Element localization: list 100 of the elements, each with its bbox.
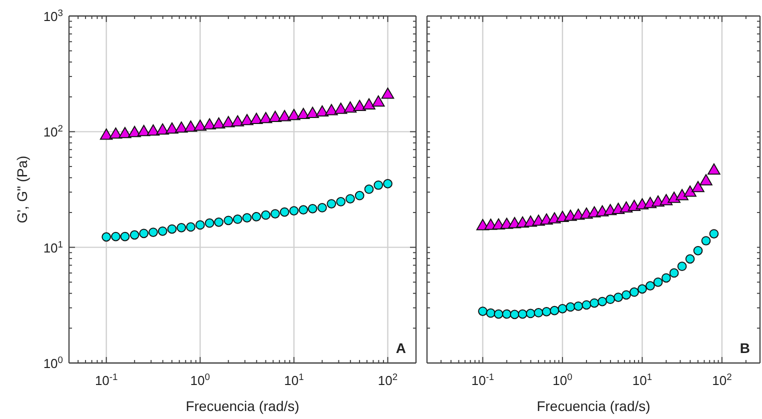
- point: [109, 127, 122, 139]
- point: [308, 204, 318, 214]
- point: [139, 228, 149, 238]
- point: [494, 309, 504, 319]
- point: [353, 100, 366, 112]
- point: [518, 309, 528, 319]
- point: [120, 232, 130, 242]
- point: [137, 124, 150, 136]
- point: [128, 126, 141, 138]
- point: [344, 101, 357, 113]
- point: [148, 228, 158, 237]
- point: [668, 192, 680, 203]
- point: [381, 88, 394, 99]
- point: [336, 197, 346, 206]
- point: [224, 216, 234, 226]
- point: [325, 104, 338, 116]
- y-axis-title: G', G" (Pa): [14, 156, 30, 224]
- point: [638, 284, 647, 294]
- point: [306, 106, 319, 118]
- point: [156, 123, 169, 135]
- point: [708, 163, 720, 175]
- point: [214, 218, 224, 227]
- x-tick-label: 10$^{2}$: [712, 372, 732, 388]
- point: [693, 246, 703, 256]
- point: [558, 304, 568, 314]
- x-tick-label: 10$^{2}$: [378, 372, 398, 388]
- point: [158, 226, 168, 236]
- point: [316, 105, 329, 117]
- x-tick-label: 10$^{1}$: [632, 372, 652, 388]
- point: [102, 232, 112, 242]
- point: [372, 95, 385, 107]
- point: [646, 281, 655, 290]
- point: [240, 114, 254, 126]
- point: [677, 262, 687, 272]
- point: [278, 110, 291, 122]
- x-tick-label: 10$^{0}$: [190, 372, 210, 388]
- point: [700, 174, 712, 186]
- point: [653, 277, 663, 287]
- x-tick-label: 10$^{1}$: [284, 372, 304, 388]
- point: [166, 122, 178, 134]
- point: [296, 108, 310, 120]
- point: [582, 300, 592, 310]
- point: [186, 222, 196, 232]
- annotation: B: [740, 340, 750, 356]
- point: [590, 298, 600, 308]
- point: [111, 232, 120, 242]
- point: [195, 220, 205, 230]
- point: [100, 128, 113, 140]
- point: [203, 118, 216, 130]
- y-tick-label: 10$^{3}$: [43, 8, 63, 24]
- point: [606, 294, 615, 304]
- point: [222, 116, 235, 128]
- x-tick-label: 10$^{-1}$: [471, 372, 494, 388]
- point: [534, 308, 544, 318]
- point: [684, 186, 696, 197]
- point: [676, 189, 688, 200]
- point: [346, 194, 355, 204]
- point: [614, 292, 623, 302]
- point: [709, 229, 719, 238]
- point: [630, 287, 639, 297]
- point: [118, 126, 132, 138]
- point: [270, 209, 280, 218]
- point: [374, 180, 384, 190]
- point: [231, 115, 244, 126]
- point: [364, 184, 374, 194]
- point: [542, 306, 552, 316]
- x-axis-title: Frecuencia (rad/s): [536, 398, 650, 414]
- point: [550, 306, 560, 316]
- point: [268, 110, 282, 122]
- point: [669, 268, 679, 278]
- point: [232, 214, 242, 224]
- point: [280, 207, 290, 217]
- point: [204, 218, 214, 228]
- y-tick-label: 10$^{1}$: [43, 239, 63, 256]
- point: [362, 98, 376, 110]
- point: [692, 180, 704, 192]
- x-tick-label: 10$^{0}$: [552, 372, 572, 388]
- point: [176, 222, 186, 232]
- point: [242, 213, 252, 222]
- point: [167, 224, 177, 234]
- point: [622, 290, 631, 300]
- point: [566, 302, 576, 312]
- x-tick-label: 10$^{-1}$: [94, 372, 118, 388]
- point: [510, 310, 520, 320]
- y-tick-label: 10$^{0}$: [43, 355, 63, 371]
- point: [526, 308, 536, 318]
- point: [334, 102, 348, 114]
- point: [289, 206, 299, 216]
- point: [130, 230, 140, 240]
- point: [383, 179, 392, 188]
- point: [252, 212, 262, 222]
- annotation: A: [396, 340, 406, 356]
- point: [288, 108, 300, 120]
- point: [318, 203, 327, 212]
- point: [478, 306, 488, 316]
- point: [662, 273, 671, 283]
- point: [486, 308, 496, 318]
- point: [194, 120, 207, 131]
- point: [354, 190, 364, 200]
- y-tick-label: 10$^{2}$: [43, 124, 63, 140]
